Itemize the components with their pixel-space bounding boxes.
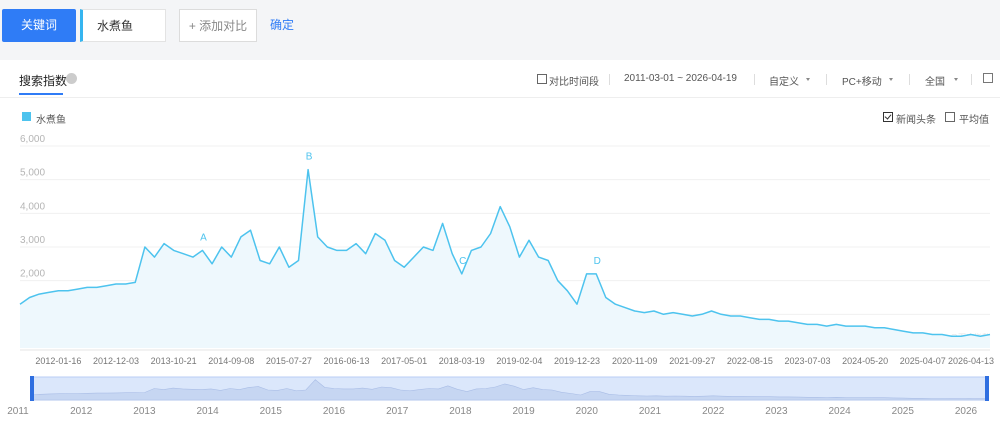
average-checkbox[interactable]	[945, 112, 955, 122]
navigator-year: 2011	[7, 406, 29, 417]
search-index-tab[interactable]: 搜索指数	[19, 74, 68, 88]
x-tick-label: 2022-08-15	[727, 356, 773, 366]
dropdown-arrow	[806, 78, 810, 81]
separator	[754, 74, 755, 85]
x-tick-label: 2025-04-07	[900, 356, 946, 366]
separator	[609, 74, 610, 85]
x-tick-label: 2013-10-21	[151, 356, 197, 366]
date-range[interactable]: 2011-03-01 ~ 2026-04-19	[624, 73, 737, 84]
help-icon[interactable]	[66, 73, 77, 84]
navigator-year: 2012	[70, 406, 93, 417]
annotation: D	[594, 256, 601, 267]
news-label[interactable]: 新闻头条	[896, 115, 936, 126]
navigator-handle	[985, 376, 989, 401]
region-select[interactable]: 全国	[925, 77, 945, 88]
x-tick-label: 2021-09-27	[669, 356, 715, 366]
share-icon[interactable]	[983, 73, 993, 83]
navigator-year: 2020	[576, 406, 599, 417]
y-tick-label: 6,000	[20, 134, 45, 145]
x-tick-label: 2019-02-04	[496, 356, 542, 366]
navigator-year: 2023	[765, 406, 788, 417]
news-checkbox[interactable]	[883, 112, 893, 122]
separator	[826, 74, 827, 85]
tab-underline	[19, 93, 63, 95]
device-select[interactable]: PC+移动	[842, 77, 882, 88]
navigator-year: 2013	[133, 406, 156, 417]
x-tick-label: 2012-01-16	[35, 356, 81, 366]
custom-select[interactable]: 自定义	[769, 77, 799, 88]
x-tick-label: 2024-05-20	[842, 356, 888, 366]
x-tick-label: 2015-07-27	[266, 356, 312, 366]
keyword-tab-button[interactable]: 关键词	[2, 9, 76, 42]
x-tick-label: 2012-12-03	[93, 356, 139, 366]
navigator-year: 2016	[323, 406, 346, 417]
dropdown-arrow	[889, 78, 893, 81]
navigator-year: 2015	[260, 406, 283, 417]
navigator-line	[30, 379, 989, 401]
compare-period-label[interactable]: 对比时间段	[549, 77, 599, 88]
y-tick-label: 5,000	[20, 168, 45, 179]
dropdown-arrow	[954, 78, 958, 81]
navigator-handle[interactable]	[30, 376, 34, 401]
series-line	[19, 168, 991, 337]
navigator-year: 2022	[702, 406, 725, 417]
x-tick-label: 2018-03-19	[439, 356, 485, 366]
area-fill	[20, 169, 990, 348]
annotation: C	[459, 256, 466, 267]
keyword-input[interactable]: 水煮鱼	[80, 9, 166, 42]
x-tick-label: 2020-11-09	[612, 356, 657, 366]
average-label[interactable]: 平均值	[959, 115, 989, 126]
x-tick-label: 2023-07-03	[785, 356, 831, 366]
navigator-year: 2026	[955, 406, 978, 417]
y-tick-label: 2,000	[20, 269, 45, 280]
compare-checkbox[interactable]	[537, 74, 547, 84]
annotation: A	[200, 232, 207, 243]
navigator-year: 2014	[196, 406, 219, 417]
x-tick-label: 2016-06-13	[324, 356, 370, 366]
confirm-button[interactable]: 确定	[269, 18, 294, 32]
add-compare-button[interactable]: + 添加对比	[179, 9, 257, 42]
separator	[909, 74, 910, 85]
x-tick-label: 2014-09-08	[208, 356, 254, 366]
navigator-year: 2025	[892, 406, 915, 417]
navigator-year: 2017	[386, 406, 409, 417]
x-tick-label: 2019-12-23	[554, 356, 600, 366]
navigator-year: 2024	[828, 406, 851, 417]
y-tick-label: 3,000	[20, 235, 45, 246]
separator	[971, 74, 972, 85]
x-tick-label: 2017-05-01	[381, 356, 427, 366]
y-tick-label: 4,000	[20, 201, 45, 212]
x-tick-label: 2026-04-13	[948, 356, 994, 366]
legend-label[interactable]: 水煮鱼	[36, 115, 66, 126]
divider	[0, 97, 1000, 98]
navigator-year: 2018	[449, 406, 472, 417]
annotation: B	[306, 152, 313, 163]
navigator-year: 2021	[639, 406, 662, 417]
legend-swatch	[22, 112, 31, 121]
navigator-year: 2019	[512, 406, 535, 417]
